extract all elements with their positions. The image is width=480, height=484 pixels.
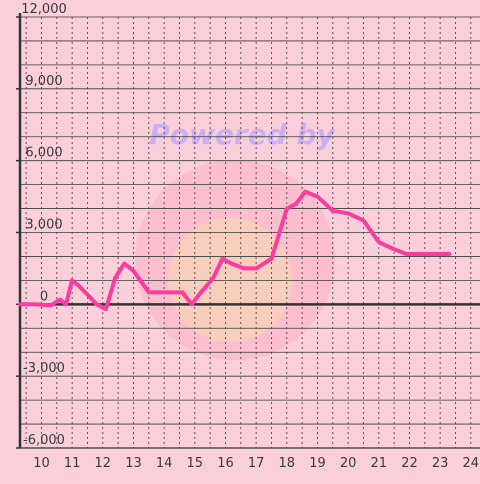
data-point (132, 269, 135, 273)
data-point (392, 248, 396, 251)
data-point (147, 291, 150, 294)
data-point (230, 262, 233, 265)
x-tick-label: 20 (340, 456, 357, 471)
data-point (242, 267, 246, 270)
x-tick-label: 10 (33, 456, 50, 471)
data-point (254, 267, 258, 270)
data-point (212, 276, 215, 280)
grid (20, 16, 480, 449)
data-point (405, 252, 408, 256)
data-point (95, 303, 98, 306)
x-tick-label: 21 (371, 456, 388, 471)
data-point (64, 303, 68, 306)
x-tick-label: 15 (187, 456, 204, 471)
y-tick-label: 6,000 (25, 146, 62, 161)
data-point (49, 304, 52, 307)
y-tick-label: 3,000 (25, 218, 62, 233)
data-point (270, 257, 273, 261)
data-point (86, 293, 89, 296)
x-tick-label: 12 (95, 456, 112, 471)
x-tick-label: 16 (217, 456, 234, 471)
watermark-text: Powered by (149, 118, 336, 151)
y-tick-label: -6,000 (23, 433, 65, 448)
x-tick-label: 24 (463, 456, 480, 471)
x-tick-label: 14 (156, 456, 173, 471)
x-tick-label: 18 (279, 456, 296, 471)
x-axis-ticks: 10 11 12 13 14 15 16 17 18 19 20 21 22 23 24 (33, 456, 479, 471)
data-point (304, 190, 307, 193)
x-tick-label: 19 (309, 456, 326, 471)
x-tick-label: 17 (248, 456, 265, 471)
data-point (18, 303, 22, 306)
data-point (58, 298, 62, 301)
data-point (123, 262, 126, 265)
data-point (34, 303, 37, 306)
data-point (285, 207, 288, 210)
data-point (77, 283, 80, 287)
y-axis-ticks: -6,000 -3,000 0 3,000 6,000 9,000 12,000 (16, 2, 67, 449)
x-tick-label: 22 (401, 456, 418, 471)
data-point (377, 240, 380, 244)
data-point (181, 291, 184, 294)
data-point (316, 195, 319, 198)
y-tick-label: -3,000 (23, 361, 65, 376)
data-point (331, 209, 334, 213)
series-group (18, 189, 452, 312)
x-tick-label: 13 (125, 456, 142, 471)
x-tick-label: 23 (432, 456, 449, 471)
y-tick-label: 0 (40, 289, 48, 304)
data-point (190, 303, 193, 306)
data-point (294, 202, 298, 205)
data-point (162, 291, 166, 294)
data-point (199, 291, 203, 294)
y-tick-label: 12,000 (21, 2, 67, 17)
data-point (221, 257, 224, 261)
data-point (70, 279, 74, 282)
series-line (18, 189, 452, 312)
data-point (423, 252, 426, 256)
data-point (362, 219, 365, 222)
data-point (448, 252, 451, 256)
data-point (104, 307, 108, 311)
y-tick-label: 9,000 (25, 74, 62, 89)
x-tick-label: 11 (64, 456, 81, 471)
data-point (113, 276, 117, 280)
data-point (346, 212, 350, 215)
